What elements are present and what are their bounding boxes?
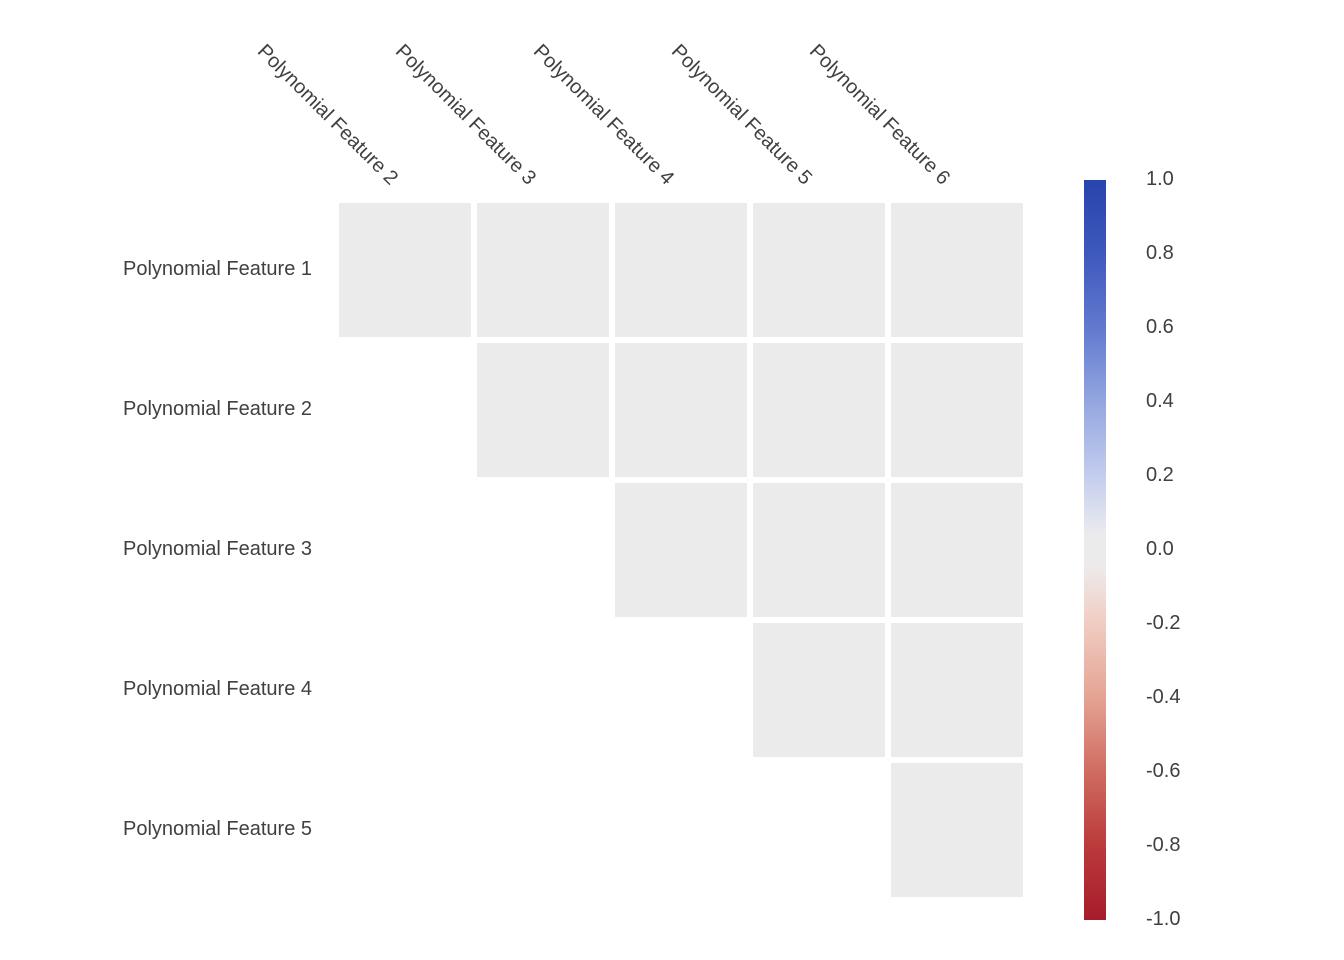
colorbar-tick: -0.6 — [1146, 760, 1180, 783]
heatmap-cell — [750, 620, 888, 760]
row-label: Polynomial Feature 1 — [0, 258, 312, 281]
heatmap-cell — [612, 200, 750, 340]
heatmap-cell — [612, 340, 750, 480]
correlation-heatmap: Polynomial Feature 1 Polynomial Feature 2… — [0, 0, 1344, 960]
heatmap-cell — [750, 340, 888, 480]
colorbar-tick: 1.0 — [1146, 168, 1174, 191]
heatmap-cell — [474, 340, 612, 480]
heatmap-cell — [750, 760, 888, 900]
row-label: Polynomial Feature 5 — [0, 818, 312, 841]
colorbar-tick: 0.8 — [1146, 242, 1174, 265]
row-label: Polynomial Feature 3 — [0, 538, 312, 561]
heatmap-cell — [888, 480, 1026, 620]
heatmap-cell — [336, 480, 474, 620]
col-label: Polynomial Feature 3 — [390, 40, 540, 190]
heatmap-cell — [474, 620, 612, 760]
heatmap-cell — [888, 340, 1026, 480]
heatmap-cell — [474, 760, 612, 900]
heatmap-cell — [336, 760, 474, 900]
col-label: Polynomial Feature 4 — [528, 40, 678, 190]
row-label: Polynomial Feature 2 — [0, 398, 312, 421]
colorbar-tick: -0.2 — [1146, 612, 1180, 635]
heatmap-cell — [336, 620, 474, 760]
colorbar-tick: -1.0 — [1146, 908, 1180, 931]
heatmap-cell — [612, 480, 750, 620]
colorbar-tick: 0.6 — [1146, 316, 1174, 339]
heatmap-cell — [888, 760, 1026, 900]
heatmap-cell — [888, 620, 1026, 760]
colorbar-tick: 0.2 — [1146, 464, 1174, 487]
colorbar-tick: 0.4 — [1146, 390, 1174, 413]
colorbar-tick: -0.8 — [1146, 834, 1180, 857]
heatmap-cell — [612, 620, 750, 760]
col-label: Polynomial Feature 2 — [252, 40, 402, 190]
heatmap-cell — [474, 480, 612, 620]
heatmap-cell — [750, 480, 888, 620]
colorbar-tick: 0.0 — [1146, 538, 1174, 561]
colorbar-gradient — [1084, 180, 1106, 920]
row-label: Polynomial Feature 4 — [0, 678, 312, 701]
heatmap-cell — [336, 200, 474, 340]
col-label: Polynomial Feature 6 — [804, 40, 954, 190]
heatmap-cell — [474, 200, 612, 340]
heatmap-cell — [888, 200, 1026, 340]
heatmap-cell — [612, 760, 750, 900]
colorbar-tick: -0.4 — [1146, 686, 1180, 709]
col-label: Polynomial Feature 5 — [666, 40, 816, 190]
heatmap-cell — [750, 200, 888, 340]
heatmap-cell — [336, 340, 474, 480]
